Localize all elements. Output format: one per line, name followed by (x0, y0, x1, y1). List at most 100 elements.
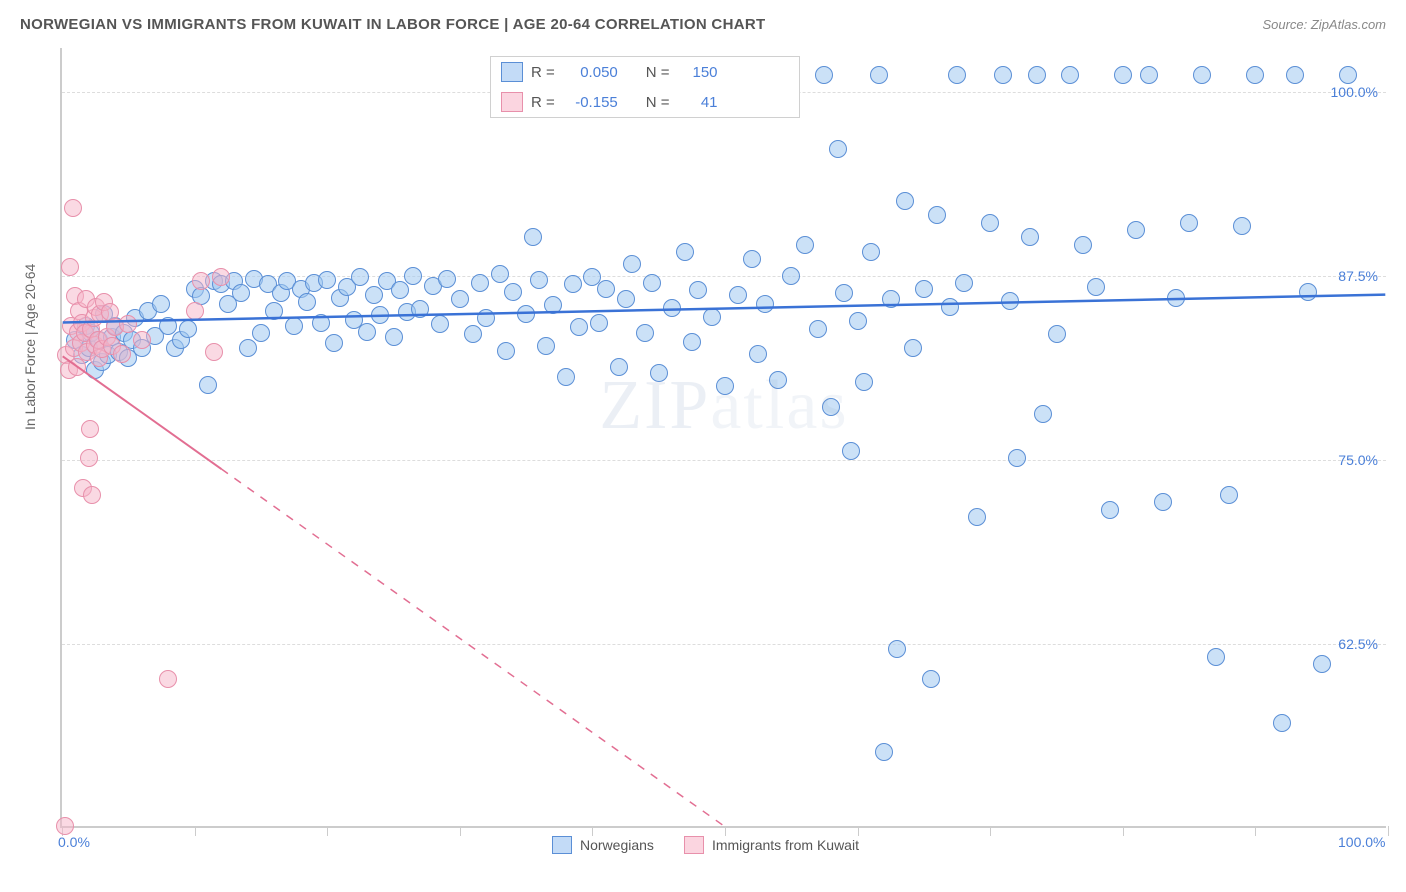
scatter-point (769, 371, 787, 389)
scatter-point (537, 337, 555, 355)
scatter-point (1193, 66, 1211, 84)
legend-label: Immigrants from Kuwait (712, 837, 859, 853)
n-label: N = (646, 94, 670, 111)
x-tick (195, 826, 196, 836)
scatter-point (1246, 66, 1264, 84)
scatter-point (842, 442, 860, 460)
scatter-point (1299, 283, 1317, 301)
scatter-point (113, 345, 131, 363)
scatter-point (882, 290, 900, 308)
legend-label: Norwegians (580, 837, 654, 853)
scatter-point (1008, 449, 1026, 467)
scatter-point (152, 295, 170, 313)
scatter-point (564, 275, 582, 293)
scatter-point (835, 284, 853, 302)
legend-swatch (552, 836, 572, 854)
scatter-point (68, 358, 86, 376)
scatter-point (133, 331, 151, 349)
scatter-point (464, 325, 482, 343)
scatter-point (391, 281, 409, 299)
scatter-point (994, 66, 1012, 84)
scatter-point (597, 280, 615, 298)
scatter-point (265, 302, 283, 320)
scatter-point (1074, 236, 1092, 254)
scatter-point (689, 281, 707, 299)
scatter-point (1127, 221, 1145, 239)
scatter-point (743, 250, 761, 268)
r-value: -0.155 (563, 94, 618, 111)
scatter-point (199, 376, 217, 394)
scatter-point (119, 315, 137, 333)
legend: Norwegians Immigrants from Kuwait (552, 836, 859, 854)
scatter-point (941, 298, 959, 316)
scatter-point (205, 343, 223, 361)
n-value: 150 (678, 64, 718, 81)
correlation-stats-box: R = 0.050 N = 150 R = -0.155 N = 41 (490, 56, 800, 118)
scatter-point (955, 274, 973, 292)
scatter-point (1180, 214, 1198, 232)
x-tick (990, 826, 991, 836)
scatter-point (530, 271, 548, 289)
scatter-point (875, 743, 893, 761)
scatter-point (504, 283, 522, 301)
legend-swatch (684, 836, 704, 854)
scatter-point (643, 274, 661, 292)
scatter-point (1087, 278, 1105, 296)
scatter-point (471, 274, 489, 292)
scatter-point (610, 358, 628, 376)
scatter-point (1048, 325, 1066, 343)
x-tick (1388, 826, 1389, 836)
scatter-point (849, 312, 867, 330)
scatter-point (703, 308, 721, 326)
scatter-point (351, 268, 369, 286)
scatter-point (1273, 714, 1291, 732)
scatter-point (80, 449, 98, 467)
scatter-point (928, 206, 946, 224)
scatter-point (829, 140, 847, 158)
scatter-point (477, 309, 495, 327)
scatter-point (159, 670, 177, 688)
y-axis-label: In Labor Force | Age 20-64 (22, 264, 38, 430)
scatter-point (56, 817, 74, 835)
r-label: R = (531, 94, 555, 111)
scatter-point (404, 267, 422, 285)
scatter-point (318, 271, 336, 289)
scatter-point (636, 324, 654, 342)
series-swatch (501, 62, 523, 82)
source-attribution: Source: ZipAtlas.com (1262, 17, 1386, 32)
scatter-point (862, 243, 880, 261)
series-swatch (501, 92, 523, 112)
x-tick (592, 826, 593, 836)
scatter-point (1114, 66, 1132, 84)
scatter-point (61, 258, 79, 276)
scatter-point (782, 267, 800, 285)
scatter-point (81, 420, 99, 438)
scatter-point (239, 339, 257, 357)
scatter-point (888, 640, 906, 658)
y-tick-label: 75.0% (1338, 452, 1378, 468)
scatter-chart: ZIPatlas 62.5%75.0%87.5%100.0%0.0%100.0%… (60, 48, 1386, 828)
scatter-point (232, 284, 250, 302)
scatter-point (623, 255, 641, 273)
scatter-point (1101, 501, 1119, 519)
trend-lines (62, 48, 1386, 826)
scatter-point (1286, 66, 1304, 84)
scatter-point (822, 398, 840, 416)
scatter-point (650, 364, 668, 382)
legend-item: Norwegians (552, 836, 654, 854)
scatter-point (855, 373, 873, 391)
scatter-point (1154, 493, 1172, 511)
stats-row: R = -0.155 N = 41 (491, 87, 799, 117)
n-value: 41 (678, 94, 718, 111)
scatter-point (590, 314, 608, 332)
scatter-point (64, 199, 82, 217)
scatter-point (1167, 289, 1185, 307)
x-tick (1255, 826, 1256, 836)
scatter-point (1021, 228, 1039, 246)
scatter-point (683, 333, 701, 351)
scatter-point (438, 270, 456, 288)
scatter-point (948, 66, 966, 84)
scatter-point (524, 228, 542, 246)
scatter-point (192, 272, 210, 290)
scatter-point (1001, 292, 1019, 310)
